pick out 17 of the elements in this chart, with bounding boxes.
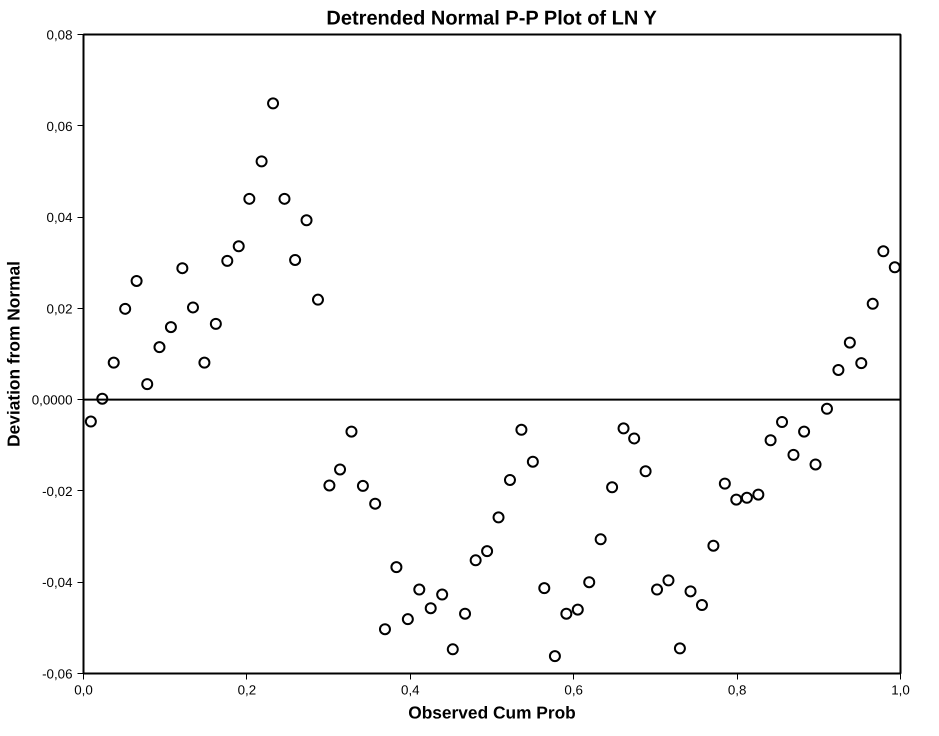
x-tick-label: 0,8 (728, 682, 746, 698)
y-tick-label: 0,08 (46, 28, 73, 42)
x-tick-label: 0,0 (74, 682, 93, 698)
y-tick-label: -0,02 (42, 484, 73, 499)
y-tick-label: -0,06 (42, 666, 73, 682)
x-axis-title: Observed Cum Prob (408, 702, 576, 722)
y-tick-label: -0,04 (42, 575, 74, 590)
y-tick-label: 0,06 (46, 118, 73, 134)
x-tick-label: 0,2 (238, 682, 256, 698)
y-tick-label: 0,02 (46, 301, 73, 316)
x-tick-label: 0,6 (564, 682, 583, 698)
y-axis-title: Deviation from Normal (4, 261, 24, 447)
x-tick-label: 1,0 (891, 682, 910, 698)
y-tick-label: 0,0000 (32, 392, 72, 408)
x-tick-label: 0,4 (401, 682, 420, 698)
y-tick-label: 0,04 (46, 210, 74, 226)
chart-title: Detrended Normal P-P Plot of LN Y (326, 8, 658, 30)
